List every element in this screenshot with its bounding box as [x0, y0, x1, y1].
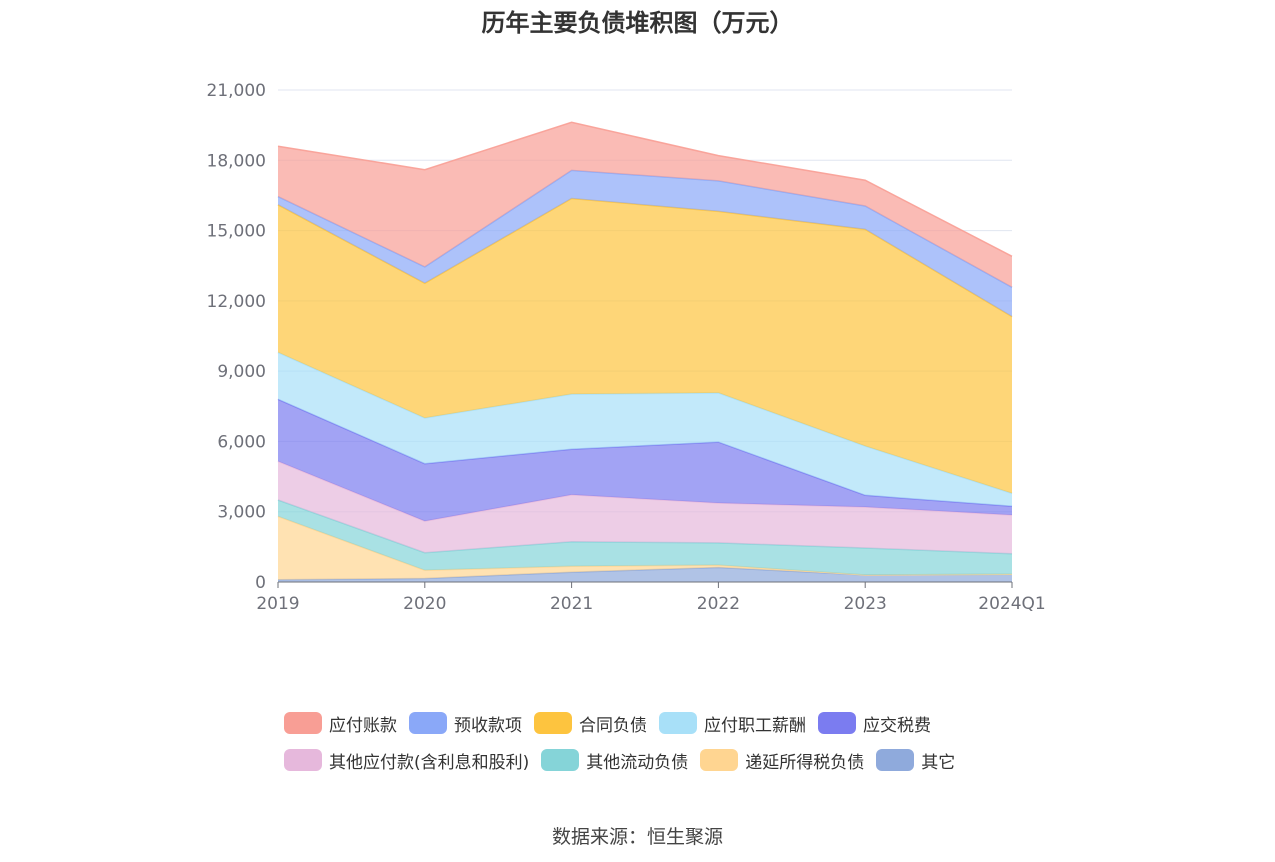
- y-tick-label: 0: [255, 573, 266, 593]
- area-series: [277, 121, 1013, 582]
- x-tick-label-2020: 2020: [403, 594, 446, 614]
- y-tick-label: 9,000: [217, 362, 266, 382]
- legend-row-1: 应付账款 预收款项 合同负债 应付职工薪酬 应交税费: [284, 710, 1044, 736]
- area-series-8: [278, 122, 1012, 288]
- y-tick-label: 12,000: [207, 292, 266, 312]
- area-series-4: [278, 399, 1012, 522]
- legend-item[interactable]: 合同负债: [534, 711, 647, 736]
- legend-item[interactable]: 应付职工薪酬: [659, 711, 806, 736]
- legend-swatch: [541, 749, 580, 771]
- y-tick-label: 3,000: [217, 503, 266, 523]
- area-series-0: [278, 567, 1012, 582]
- legend-item[interactable]: 应交税费: [818, 711, 931, 736]
- area-series-5: [278, 352, 1012, 507]
- legend-swatch: [284, 749, 322, 771]
- legend-row-2: 其他应付款(含利息和股利) 其他流动负债 递延所得税负债 其它: [284, 747, 1044, 773]
- y-tick-label: 18,000: [207, 151, 266, 171]
- legend-item[interactable]: 预收款项: [409, 711, 522, 736]
- y-tick-label: 6,000: [217, 432, 266, 452]
- legend-label: 其他流动负债: [586, 752, 689, 773]
- source-note: 数据来源：恒生聚源: [551, 826, 723, 848]
- legend-label: 其它: [921, 752, 956, 773]
- series-line-8: [277, 121, 1013, 257]
- legend-swatch: [534, 712, 572, 734]
- legend-label: 递延所得税负债: [745, 752, 865, 773]
- x-tick-label-2022: 2022: [697, 594, 740, 614]
- y-tick-label: 15,000: [207, 222, 266, 242]
- chart-title: 历年主要负债堆积图（万元）: [481, 9, 794, 37]
- legend-item[interactable]: 其它: [876, 748, 955, 773]
- legend-label: 应付职工薪酬: [704, 715, 806, 736]
- area-series-1: [278, 516, 1012, 580]
- area-series-2: [278, 500, 1012, 575]
- area-series-7: [278, 170, 1012, 317]
- x-tick-label-2019: 2019: [256, 594, 299, 614]
- legend-label: 其他应付款(含利息和股利): [329, 752, 530, 773]
- legend-swatch: [700, 749, 739, 771]
- legend-item[interactable]: 其他流动负债: [541, 748, 688, 773]
- x-tick-label-2023: 2023: [844, 594, 887, 614]
- y-tick-label: 21,000: [207, 81, 266, 101]
- stacked-area-chart: 0 3,000 6,000 9,000 12,000 15,000 18,000 21,000…: [207, 81, 1046, 614]
- area-series-6: [278, 198, 1012, 494]
- area-series-3: [278, 461, 1012, 554]
- x-tick-label-2024q1: 2024Q1: [978, 594, 1045, 614]
- legend-item[interactable]: 应付账款: [284, 711, 397, 736]
- legend-item[interactable]: 递延所得税负债: [700, 748, 864, 773]
- legend-swatch: [876, 749, 915, 771]
- x-tick-label-2021: 2021: [550, 594, 593, 614]
- legend-item[interactable]: 其他应付款(含利息和股利): [284, 748, 529, 773]
- legend-swatch: [284, 712, 322, 734]
- legend-swatch: [409, 712, 447, 734]
- legend-swatch: [818, 712, 856, 734]
- legend-label: 合同负债: [579, 715, 647, 736]
- legend-label: 应交税费: [863, 715, 931, 736]
- legend-swatch: [659, 712, 697, 734]
- legend-label: 应付账款: [329, 715, 397, 736]
- legend: 应付账款 预收款项 合同负债 应付职工薪酬 应交税费 其他应付款(含利息和股利) 其他流动…: [284, 710, 1044, 784]
- axes: 0 3,000 6,000 9,000 12,000 15,000 18,000 21,000…: [207, 81, 1046, 614]
- legend-label: 预收款项: [454, 715, 522, 736]
